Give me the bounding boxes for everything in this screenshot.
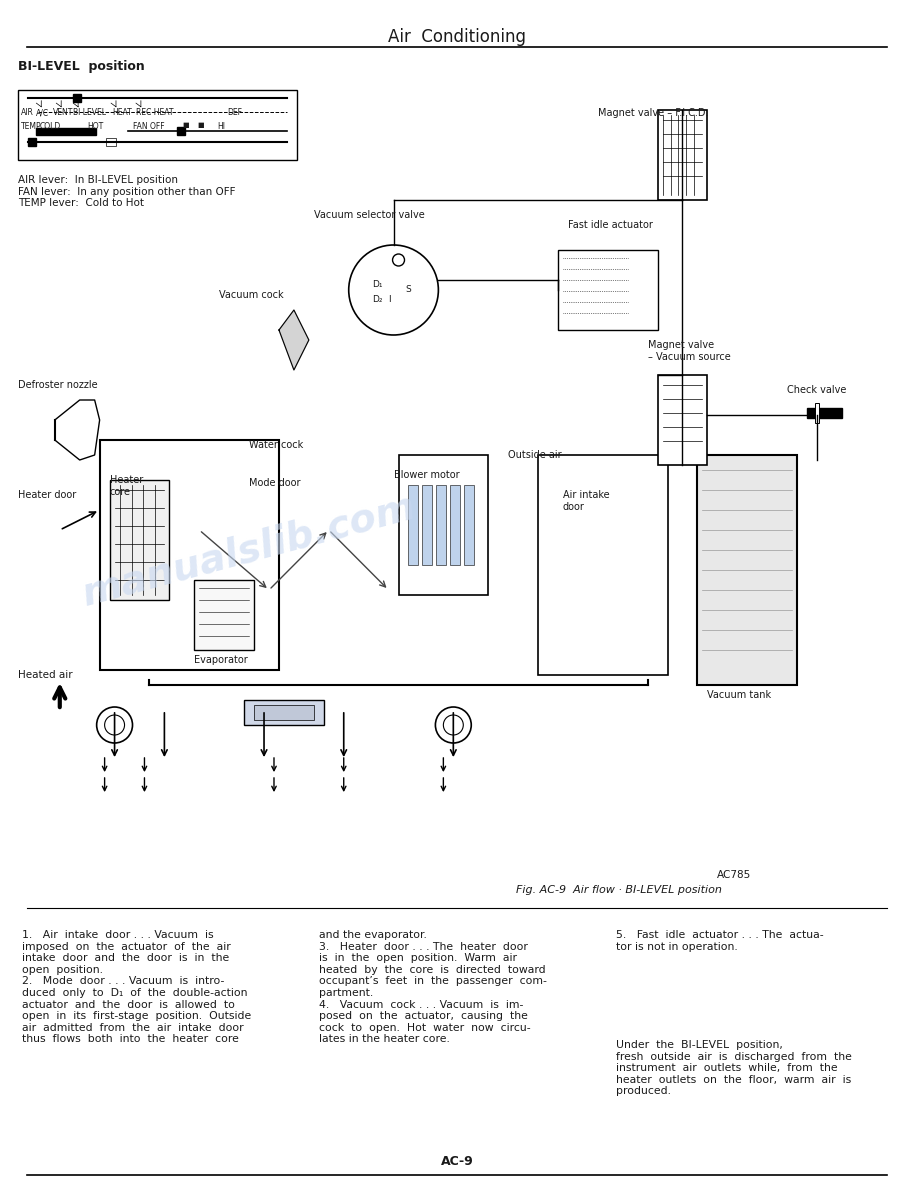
Text: A/C: A/C: [36, 108, 49, 116]
Text: Fig. AC-9  Air flow · BI-LEVEL position: Fig. AC-9 Air flow · BI-LEVEL position: [516, 885, 722, 895]
Text: DEF: DEF: [227, 108, 242, 116]
Text: AIR lever:  In BI-LEVEL position
FAN lever:  In any position other than OFF
TEMP: AIR lever: In BI-LEVEL position FAN leve…: [18, 175, 235, 208]
Text: Vacuum cock: Vacuum cock: [219, 290, 284, 301]
Text: HEAT: HEAT: [113, 108, 132, 116]
Text: Magnet valve
– Vacuum source: Magnet valve – Vacuum source: [647, 340, 731, 361]
Text: Under  the  BI-LEVEL  position,
fresh  outside  air  is  discharged  from  the
i: Under the BI-LEVEL position, fresh outsi…: [616, 1040, 852, 1097]
Text: Mode door: Mode door: [249, 478, 300, 488]
Bar: [36, 128, 95, 135]
FancyBboxPatch shape: [398, 455, 488, 595]
FancyBboxPatch shape: [18, 90, 297, 160]
Text: HI: HI: [218, 122, 225, 131]
Text: D₁: D₁: [372, 280, 382, 289]
FancyBboxPatch shape: [100, 440, 279, 670]
Text: Heater
core: Heater core: [109, 475, 143, 497]
Bar: [807, 407, 842, 418]
Text: BI LEVEL: BI LEVEL: [73, 108, 106, 116]
FancyBboxPatch shape: [657, 375, 708, 465]
Text: AC785: AC785: [717, 870, 752, 880]
Text: FAN OFF: FAN OFF: [132, 122, 164, 131]
Bar: [451, 485, 460, 565]
Text: Heater door: Heater door: [18, 489, 76, 500]
FancyBboxPatch shape: [698, 455, 797, 685]
Text: AIR: AIR: [21, 108, 34, 116]
Text: Air  Conditioning: Air Conditioning: [388, 29, 526, 46]
Bar: [28, 138, 36, 146]
Text: Evaporator: Evaporator: [195, 655, 248, 665]
Text: Check valve: Check valve: [787, 385, 846, 394]
Bar: [815, 403, 819, 423]
Text: S: S: [406, 285, 411, 293]
Text: Vacuum tank: Vacuum tank: [708, 690, 771, 700]
Bar: [465, 485, 475, 565]
Text: Magnet valve – F.I.C.D.: Magnet valve – F.I.C.D.: [598, 108, 709, 118]
Text: Heated air: Heated air: [18, 670, 73, 680]
Bar: [254, 704, 314, 720]
Bar: [436, 485, 446, 565]
FancyBboxPatch shape: [195, 580, 254, 650]
Text: Vacuum selector valve: Vacuum selector valve: [314, 210, 425, 220]
Bar: [244, 700, 324, 725]
FancyBboxPatch shape: [657, 110, 708, 200]
Text: ■: ■: [197, 122, 204, 128]
Text: HOT: HOT: [88, 122, 104, 131]
Text: D₂: D₂: [372, 295, 382, 304]
Bar: [73, 94, 81, 102]
Polygon shape: [279, 310, 308, 369]
Bar: [106, 138, 116, 146]
Text: and the evaporator.
3.   Heater  door . . . The  heater  door
is  in  the  open : and the evaporator. 3. Heater door . . .…: [319, 930, 547, 1044]
Bar: [177, 127, 185, 135]
Text: BI-LEVEL  position: BI-LEVEL position: [18, 61, 145, 72]
FancyBboxPatch shape: [558, 249, 657, 330]
Text: Blower motor: Blower motor: [394, 470, 459, 480]
Bar: [422, 485, 432, 565]
Bar: [409, 485, 419, 565]
FancyBboxPatch shape: [109, 480, 170, 600]
Text: Air intake
door: Air intake door: [563, 489, 610, 512]
Text: manualslib.com: manualslib.com: [78, 487, 420, 613]
Text: VENT: VENT: [53, 108, 73, 116]
Text: Water cock: Water cock: [249, 440, 303, 450]
Polygon shape: [55, 400, 100, 460]
Text: I: I: [388, 295, 391, 304]
Text: 1.   Air  intake  door . . . Vacuum  is
imposed  on  the  actuator  of  the  air: 1. Air intake door . . . Vacuum is impos…: [22, 930, 252, 1044]
Text: COLD: COLD: [39, 122, 62, 131]
Text: Defroster nozzle: Defroster nozzle: [18, 380, 97, 390]
Text: REC HEAT: REC HEAT: [136, 108, 173, 116]
Text: AC-9: AC-9: [441, 1155, 474, 1168]
Text: Fast idle actuator: Fast idle actuator: [568, 220, 653, 230]
Text: Outside air: Outside air: [509, 450, 562, 460]
FancyBboxPatch shape: [538, 455, 667, 675]
Text: TEMP: TEMP: [21, 122, 41, 131]
Text: ■: ■: [183, 122, 189, 128]
Text: 5.   Fast  idle  actuator . . . The  actua-
tor is not in operation.: 5. Fast idle actuator . . . The actua- t…: [616, 930, 823, 952]
